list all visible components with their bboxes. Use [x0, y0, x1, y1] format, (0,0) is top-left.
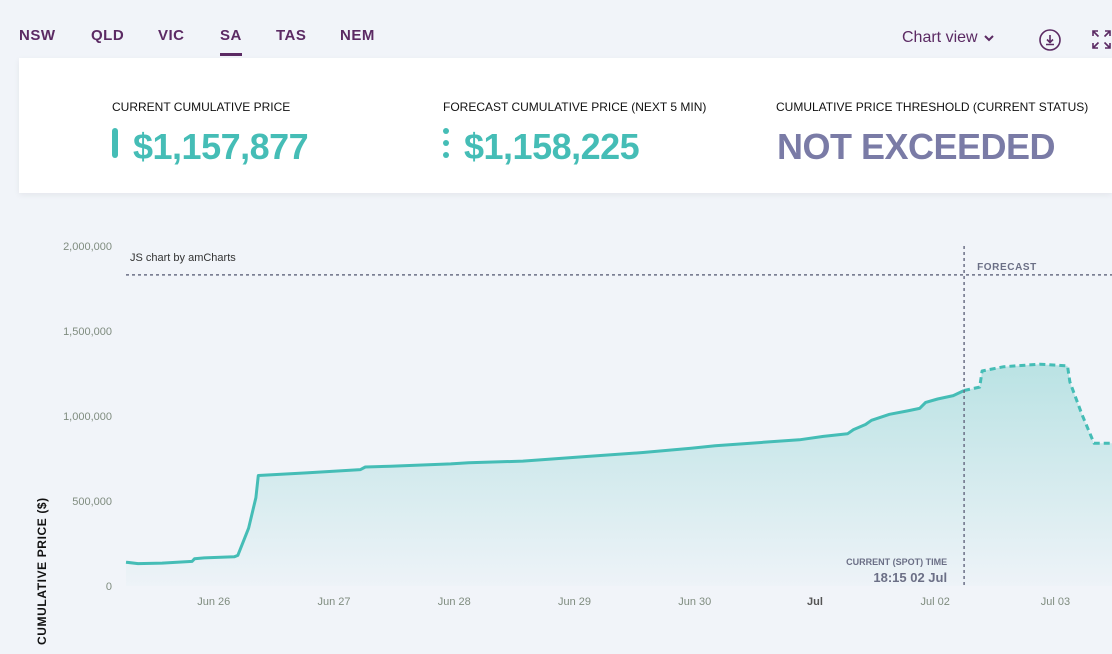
x-tick-label: Jun 27	[318, 596, 351, 608]
expand-icon	[1092, 30, 1111, 49]
forecast-price-marker	[443, 128, 449, 158]
actual-price-line	[125, 389, 965, 566]
expand-button[interactable]	[1091, 29, 1112, 51]
spot-time-label: CURRENT (SPOT) TIME	[846, 557, 947, 567]
spot-time-value: 18:15 02 Jul	[873, 570, 947, 585]
y-axis: 0 500,000 1,000,000 1,500,000 2,000,000	[63, 241, 112, 593]
current-price-value: $1,157,877	[133, 126, 309, 167]
download-icon	[1039, 29, 1061, 51]
x-tick-label: Jul 02	[921, 596, 950, 608]
chart-credit: JS chart by amCharts	[130, 252, 236, 264]
tab-sa[interactable]: SA	[220, 27, 242, 56]
chevron-down-icon	[984, 35, 994, 42]
y-tick-label: 1,500,000	[63, 326, 112, 338]
forecast-price-line	[963, 362, 1112, 445]
download-button[interactable]	[1039, 29, 1061, 51]
region-tabs: NSW QLD VIC SA TAS NEM Chart view	[0, 0, 1112, 58]
tab-qld[interactable]: QLD	[91, 27, 125, 44]
x-tick-label: Jul	[807, 596, 823, 608]
chart-view-label: Chart view	[902, 29, 978, 46]
cumulative-price-area	[126, 364, 1112, 586]
x-axis: Jun 26 Jun 27 Jun 28 Jun 29 Jun 30 Jul Jul 02 J…	[197, 596, 1070, 608]
x-tick-label: Jul 03	[1041, 596, 1070, 608]
tab-vic[interactable]: VIC	[158, 27, 185, 44]
threshold-label: CUMULATIVE PRICE THRESHOLD (CURRENT STAT…	[776, 100, 1089, 114]
forecast-label: FORECAST	[977, 262, 1037, 273]
chart-svg: 0 500,000 1,000,000 1,500,000 2,000,000 Jun …	[35, 241, 1112, 645]
y-tick-label: 1,000,000	[63, 411, 112, 423]
forecast-price-value: $1,158,225	[464, 126, 640, 167]
y-tick-label: 500,000	[72, 496, 112, 508]
x-tick-label: Jun 30	[678, 596, 711, 608]
x-tick-label: Jun 26	[197, 596, 230, 608]
summary-card: CURRENT CUMULATIVE PRICE $1,157,877 FORE…	[19, 58, 1112, 193]
y-tick-label: 2,000,000	[63, 241, 112, 253]
tab-nsw[interactable]: NSW	[19, 27, 56, 44]
forecast-price-label: FORECAST CUMULATIVE PRICE (NEXT 5 MIN)	[443, 100, 707, 114]
y-axis-title: CUMULATIVE PRICE ($)	[35, 497, 49, 645]
cumulative-price-chart: 0 500,000 1,000,000 1,500,000 2,000,000 Jun …	[0, 230, 1112, 649]
chart-view-select[interactable]: Chart view	[902, 29, 994, 47]
current-price-marker	[112, 128, 118, 158]
current-price-label: CURRENT CUMULATIVE PRICE	[112, 100, 291, 114]
y-tick-label: 0	[106, 581, 112, 593]
tab-nem[interactable]: NEM	[340, 27, 375, 44]
x-tick-label: Jun 28	[438, 596, 471, 608]
x-tick-label: Jun 29	[558, 596, 591, 608]
threshold-status-value: NOT EXCEEDED	[777, 126, 1056, 167]
tab-tas[interactable]: TAS	[276, 27, 307, 44]
